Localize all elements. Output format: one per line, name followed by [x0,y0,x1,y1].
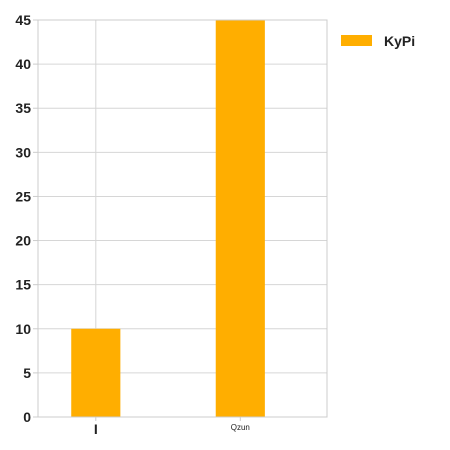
x-tick-label: I [94,421,98,437]
y-tick-label: 20 [15,233,31,249]
legend: KyPi [341,33,415,49]
y-tick-label: 10 [15,321,31,337]
bar-qzun [215,20,265,417]
x-tick-label: Qzun [231,423,250,432]
y-tick-label: 0 [23,409,31,425]
y-tick-label: 40 [15,56,31,72]
y-tick-label: 30 [15,144,31,160]
bars [71,20,265,417]
legend-label: KyPi [384,33,415,49]
y-tick-label: 5 [23,365,31,381]
y-tick-label: 15 [15,277,31,293]
y-axis-ticks: 0 5 10 15 20 25 30 35 40 45 [15,12,38,425]
bar-i [71,328,121,417]
y-tick-label: 45 [15,12,31,28]
plot-frame [37,19,328,418]
y-tick-label: 35 [15,100,31,116]
legend-swatch [341,35,372,46]
y-tick-label: 25 [15,188,31,204]
x-axis-ticks: I Qzun [94,417,250,437]
